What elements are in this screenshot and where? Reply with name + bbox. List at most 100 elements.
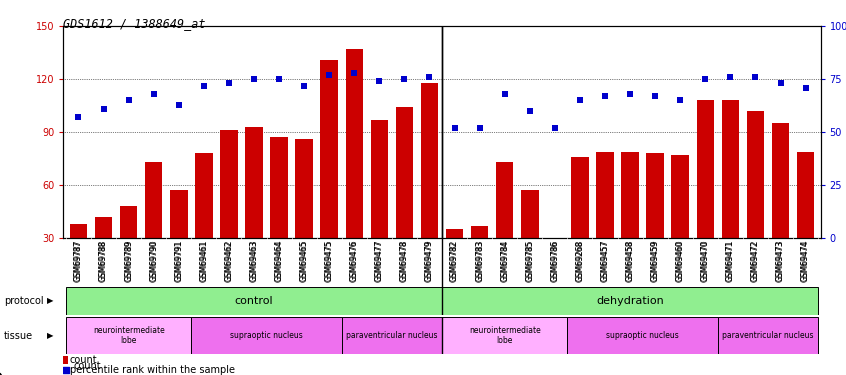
Bar bbox=[295, 139, 313, 238]
Text: GSM69785: GSM69785 bbox=[525, 241, 535, 282]
Bar bbox=[342, 317, 442, 354]
Text: control: control bbox=[234, 296, 273, 306]
Bar bbox=[270, 138, 288, 238]
Text: protocol: protocol bbox=[4, 296, 44, 306]
Point bbox=[774, 81, 788, 87]
Text: neurointermediate
lobe: neurointermediate lobe bbox=[93, 326, 164, 345]
Text: supraoptic nucleus: supraoptic nucleus bbox=[607, 331, 679, 340]
Point bbox=[548, 125, 562, 131]
Text: GSM69471: GSM69471 bbox=[726, 241, 735, 282]
Text: GSM69789: GSM69789 bbox=[124, 241, 133, 282]
Bar bbox=[568, 317, 717, 354]
Text: ▶: ▶ bbox=[47, 296, 53, 305]
Text: GSM69786: GSM69786 bbox=[551, 241, 559, 282]
Text: GSM69460: GSM69460 bbox=[676, 241, 684, 282]
Text: GSM69784: GSM69784 bbox=[500, 241, 509, 282]
Bar bbox=[496, 162, 514, 238]
Bar bbox=[371, 120, 388, 238]
Point bbox=[172, 102, 185, 108]
Bar bbox=[191, 317, 342, 354]
Text: GSM69459: GSM69459 bbox=[651, 241, 660, 282]
Bar bbox=[63, 356, 68, 364]
Text: neurointermediate
lobe: neurointermediate lobe bbox=[469, 326, 541, 345]
Point bbox=[72, 114, 85, 120]
Bar bbox=[420, 83, 438, 238]
Text: GSM69268: GSM69268 bbox=[575, 241, 585, 282]
Text: GSM69788: GSM69788 bbox=[99, 241, 108, 282]
Point bbox=[523, 108, 536, 114]
Text: ▶: ▶ bbox=[47, 331, 53, 340]
Bar bbox=[521, 190, 539, 238]
Text: tissue: tissue bbox=[4, 331, 33, 340]
Point bbox=[372, 78, 386, 84]
Point bbox=[699, 76, 712, 82]
Point bbox=[473, 125, 486, 131]
Text: GSM69476: GSM69476 bbox=[349, 241, 359, 282]
Bar bbox=[442, 287, 818, 315]
Point bbox=[398, 76, 411, 82]
Text: GSM69782: GSM69782 bbox=[450, 241, 459, 282]
Text: GSM69783: GSM69783 bbox=[475, 241, 484, 282]
Point bbox=[298, 82, 311, 88]
Bar bbox=[747, 111, 764, 238]
Text: GSM69475: GSM69475 bbox=[325, 241, 333, 282]
Bar bbox=[396, 108, 413, 238]
Point bbox=[573, 98, 586, 104]
Point bbox=[348, 70, 361, 76]
Bar bbox=[722, 100, 739, 238]
Text: GSM69790: GSM69790 bbox=[149, 241, 158, 282]
Point bbox=[96, 106, 110, 112]
Text: paraventricular nucleus: paraventricular nucleus bbox=[722, 331, 814, 340]
Point bbox=[423, 74, 437, 80]
Bar bbox=[471, 226, 488, 238]
Text: GSM69470: GSM69470 bbox=[700, 241, 710, 282]
Point bbox=[498, 91, 512, 97]
Point bbox=[59, 367, 73, 373]
Bar bbox=[66, 287, 442, 315]
Point bbox=[147, 91, 161, 97]
Bar bbox=[797, 152, 815, 238]
Bar bbox=[717, 317, 818, 354]
Text: GSM69457: GSM69457 bbox=[601, 241, 609, 282]
Point bbox=[247, 76, 261, 82]
Bar bbox=[120, 206, 137, 238]
Text: GSM69479: GSM69479 bbox=[425, 241, 434, 282]
Text: GSM69464: GSM69464 bbox=[275, 241, 283, 282]
Point bbox=[222, 81, 236, 87]
Point bbox=[448, 125, 461, 131]
Bar bbox=[596, 152, 614, 238]
Bar bbox=[66, 317, 191, 354]
Bar bbox=[696, 100, 714, 238]
Bar bbox=[245, 127, 263, 238]
Point bbox=[272, 76, 286, 82]
Point bbox=[598, 93, 612, 99]
Point bbox=[322, 72, 336, 78]
Bar bbox=[571, 157, 589, 238]
Bar bbox=[69, 224, 87, 238]
Bar bbox=[220, 130, 238, 238]
Text: supraoptic nucleus: supraoptic nucleus bbox=[230, 331, 303, 340]
Bar bbox=[145, 162, 162, 238]
Point bbox=[673, 98, 687, 104]
Bar bbox=[646, 153, 664, 238]
Bar bbox=[321, 60, 338, 238]
Bar bbox=[345, 49, 363, 238]
Text: GSM69478: GSM69478 bbox=[400, 241, 409, 282]
Text: GSM69465: GSM69465 bbox=[299, 241, 309, 282]
Text: dehydration: dehydration bbox=[596, 296, 664, 306]
Bar bbox=[772, 123, 789, 238]
Point bbox=[749, 74, 762, 80]
Point bbox=[648, 93, 662, 99]
Point bbox=[197, 82, 211, 88]
Point bbox=[624, 91, 637, 97]
Point bbox=[122, 98, 135, 104]
Text: count: count bbox=[74, 361, 102, 370]
Text: count: count bbox=[69, 355, 97, 365]
Text: GSM69477: GSM69477 bbox=[375, 241, 384, 282]
Point bbox=[799, 85, 812, 91]
Text: GSM69791: GSM69791 bbox=[174, 241, 184, 282]
Text: GSM69787: GSM69787 bbox=[74, 241, 83, 282]
Text: percentile rank within the sample: percentile rank within the sample bbox=[69, 365, 235, 375]
Bar bbox=[95, 217, 113, 238]
Text: GSM69474: GSM69474 bbox=[801, 241, 810, 282]
